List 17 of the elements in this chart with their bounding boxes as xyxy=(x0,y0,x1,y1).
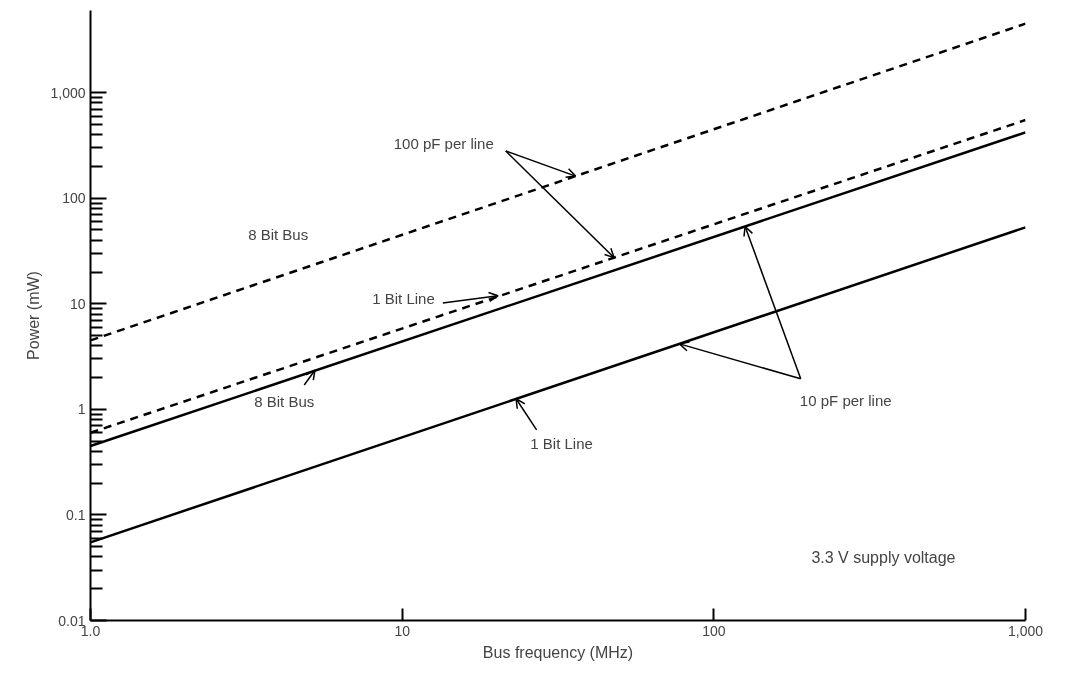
annotation: 100 pF per line xyxy=(393,134,494,152)
y-axis-title: Power (mW) xyxy=(25,271,43,360)
x-tick-label: 100 xyxy=(702,622,726,639)
y-tick-label: 100 xyxy=(62,190,86,207)
y-tick-label: 1,000 xyxy=(50,84,86,101)
annotation: 1 Bit Line xyxy=(530,435,593,453)
y-tick-label: 1 xyxy=(77,401,86,418)
y-tick-label: 10 xyxy=(69,295,86,312)
x-tick-label: 10 xyxy=(394,622,411,639)
annotation: 10 pF per line xyxy=(799,392,892,410)
y-tick-label: 0.1 xyxy=(66,506,86,523)
annotation: 8 Bit Bus xyxy=(254,392,315,410)
x-axis-title: Bus frequency (MHz) xyxy=(482,643,634,661)
annotation: 1 Bit Line xyxy=(372,290,435,308)
annotation: 3.3 V supply voltage xyxy=(811,548,956,566)
x-tick-label: 1,000 xyxy=(1007,622,1044,639)
annotation: 8 Bit Bus xyxy=(248,226,309,244)
